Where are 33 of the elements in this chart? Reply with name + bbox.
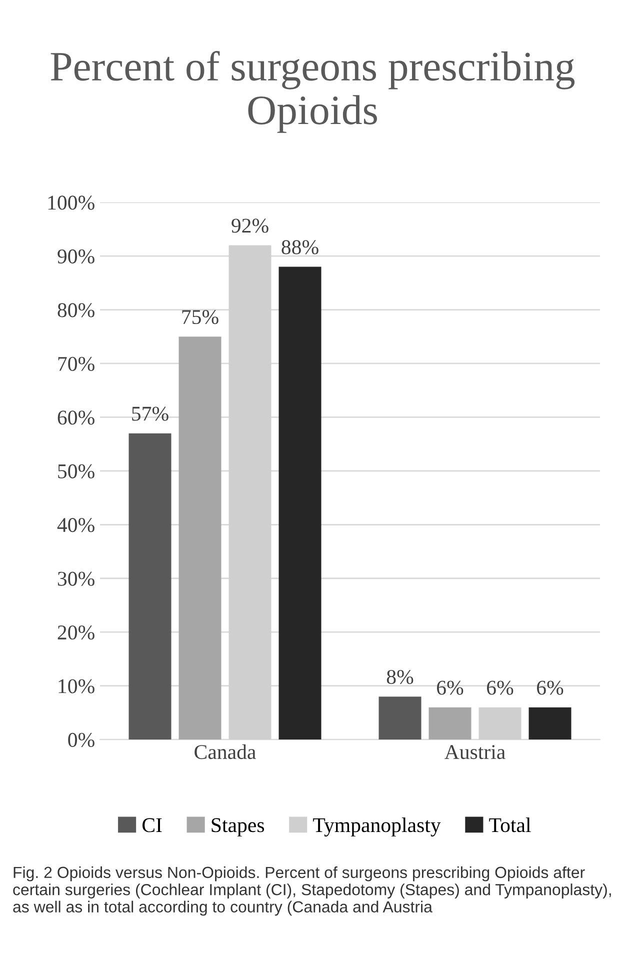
x-tick-label: Canada: [194, 744, 256, 760]
x-tick-label: Austria: [444, 745, 506, 760]
y-tick-label: 0%: [68, 732, 94, 748]
y-tick-label: 80%: [58, 303, 94, 318]
y-tick-label: 70%: [58, 356, 94, 371]
bar: [128, 433, 172, 740]
data-label: 6%: [487, 680, 514, 695]
data-label: 92%: [232, 218, 268, 233]
y-tick-label: 30%: [58, 572, 94, 586]
data-label: 75%: [182, 310, 218, 324]
legend-label: Tympanoplasty: [313, 818, 441, 836]
bar: [428, 707, 472, 740]
y-tick-label: 20%: [58, 625, 94, 640]
bar: [528, 707, 572, 740]
y-tick-label: 10%: [58, 679, 94, 694]
legend-label: CI: [142, 818, 162, 832]
legend-label: Stapes: [212, 818, 264, 836]
data-label: 88%: [282, 240, 318, 254]
data-label: 6%: [437, 680, 464, 695]
data-label: 8%: [386, 670, 414, 684]
caption: Fig. 2 Opioids versus Non-Opioids. Percent of surgeons prescribing Opioids after certain surgeries (Cochlear Implant (CI), Stapedotomy (Stapes) and Tympanoplasty), as well as in total according to country (Canada and Austria: [13, 866, 611, 916]
y-tick-label: 40%: [57, 518, 94, 532]
chart-title: Percent of surgeons prescribing Opioids: [50, 51, 575, 133]
y-tick-label: 90%: [58, 249, 94, 264]
bar: [278, 266, 322, 740]
data-label: 57%: [132, 406, 168, 421]
y-tick-label: 50%: [58, 464, 94, 478]
y-tick-label: 100%: [48, 196, 94, 210]
bar: [178, 336, 222, 740]
legend-label: Total: [489, 818, 531, 832]
y-tick-label: 60%: [58, 410, 94, 425]
bar: [378, 696, 422, 740]
data-label: 6%: [537, 680, 564, 695]
